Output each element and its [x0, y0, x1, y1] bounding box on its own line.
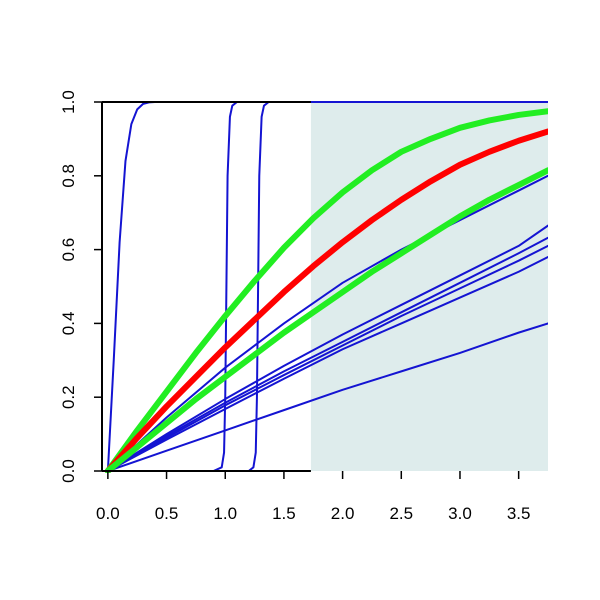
series-line-9	[106, 322, 548, 472]
series-line-12	[104, 167, 548, 473]
y-tick-label: 0.6	[59, 238, 78, 262]
series-line-11	[104, 128, 548, 473]
series-line-8	[106, 255, 548, 472]
series-line-6	[106, 236, 548, 472]
x-tick-label: 2.0	[331, 504, 355, 523]
x-tick-label: 3.0	[448, 504, 472, 523]
x-tick-label: 2.5	[389, 504, 413, 523]
x-tick-label: 1.0	[213, 504, 237, 523]
series-line-10	[104, 108, 548, 473]
series-line-5	[106, 224, 548, 472]
y-tick-label: 1.0	[59, 90, 78, 114]
y-tick-label: 0.2	[59, 385, 78, 409]
y-tick-label: 0.0	[59, 459, 78, 483]
x-tick-label: 1.5	[272, 504, 296, 523]
x-tick-label: 0.0	[96, 504, 120, 523]
series-layer	[104, 101, 548, 473]
x-tick-label: 3.5	[507, 504, 531, 523]
y-tick-label: 0.4	[59, 312, 78, 336]
axes-layer: 0.0 0.5 1.0 1.5 2.0 2.5 3.0 3.5 0.0 0.2 0.4 0.6 0.8 1…	[59, 90, 530, 523]
series-line-7	[106, 244, 548, 472]
y-tick-label: 0.8	[59, 164, 78, 188]
x-tick-label: 0.5	[155, 504, 179, 523]
series-line-4	[106, 174, 548, 472]
